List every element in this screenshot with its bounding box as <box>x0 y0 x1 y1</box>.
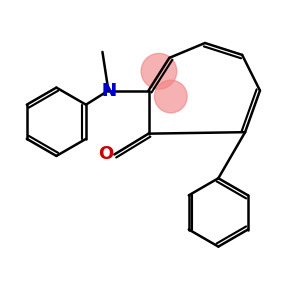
Circle shape <box>154 80 187 113</box>
Text: O: O <box>98 146 114 164</box>
Circle shape <box>141 53 177 89</box>
Text: N: N <box>101 82 116 100</box>
Text: N: N <box>101 82 116 100</box>
